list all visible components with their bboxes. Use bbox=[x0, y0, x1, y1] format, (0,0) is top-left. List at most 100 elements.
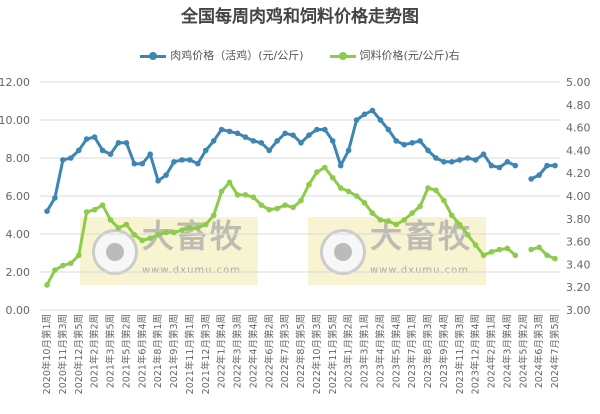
data-point-0 bbox=[504, 159, 511, 165]
y-right-tick-label: 4.60 bbox=[566, 122, 591, 135]
data-point-0 bbox=[107, 151, 114, 157]
y-left-tick-label: 2.00 bbox=[6, 266, 31, 279]
data-point-0 bbox=[115, 140, 122, 146]
data-point-1 bbox=[52, 267, 58, 273]
legend-item-feed[interactable]: 饲料价格(元/公斤)右 bbox=[329, 49, 460, 63]
data-point-1 bbox=[195, 225, 201, 231]
data-point-0 bbox=[210, 138, 217, 144]
y-left-tick-label: 10.00 bbox=[0, 114, 30, 127]
data-point-0 bbox=[298, 140, 304, 146]
data-point-1 bbox=[401, 217, 407, 223]
x-tick-label: 2021年3月第5周 bbox=[105, 314, 117, 388]
legend-label-meat: 肉鸡价格（活鸡）(元/公斤) bbox=[170, 49, 304, 62]
data-point-0 bbox=[464, 155, 471, 161]
data-point-0 bbox=[290, 132, 296, 138]
data-point-0 bbox=[441, 159, 447, 165]
x-tick-label: 2021年8月第1周 bbox=[152, 314, 164, 388]
data-point-1 bbox=[226, 179, 233, 186]
data-point-1 bbox=[147, 235, 153, 241]
data-point-0 bbox=[306, 132, 312, 138]
data-point-0 bbox=[52, 195, 58, 201]
data-point-1 bbox=[409, 210, 415, 216]
data-point-0 bbox=[329, 138, 336, 144]
data-point-1 bbox=[464, 231, 471, 238]
data-point-1 bbox=[441, 197, 447, 204]
data-point-1 bbox=[512, 252, 519, 259]
data-point-1 bbox=[504, 245, 511, 252]
data-point-0 bbox=[218, 126, 225, 133]
data-point-1 bbox=[433, 187, 439, 194]
data-point-0 bbox=[536, 172, 542, 178]
legend-label-feed: 饲料价格(元/公斤)右 bbox=[359, 49, 460, 62]
x-tick-label: 2023年8月第3周 bbox=[422, 314, 434, 388]
data-point-0 bbox=[234, 130, 241, 137]
y-right-tick-label: 4.20 bbox=[566, 167, 591, 180]
x-tick-label: 2022年7月第3周 bbox=[279, 314, 291, 388]
x-tick-label: 2022年11月第5周 bbox=[327, 314, 339, 394]
y-right-tick-label: 3.20 bbox=[566, 281, 591, 294]
data-point-1 bbox=[314, 169, 320, 175]
data-point-1 bbox=[234, 192, 241, 198]
data-point-1 bbox=[139, 237, 146, 244]
data-point-1 bbox=[456, 221, 463, 228]
y-right-tick-label: 3.60 bbox=[566, 236, 591, 249]
legend: 肉鸡价格（活鸡）(元/公斤) 饲料价格(元/公斤)右 bbox=[0, 49, 600, 63]
data-point-1 bbox=[449, 212, 455, 219]
x-tick-label: 2023年11月第3周 bbox=[454, 314, 466, 394]
data-point-1 bbox=[107, 217, 114, 223]
y-left-tick-label: 4.00 bbox=[6, 228, 31, 241]
data-point-1 bbox=[393, 221, 400, 228]
data-point-0 bbox=[202, 147, 209, 154]
data-point-0 bbox=[544, 162, 550, 169]
data-point-0 bbox=[337, 162, 344, 169]
legend-swatch-meat bbox=[140, 51, 167, 60]
data-point-1 bbox=[274, 205, 280, 212]
data-point-0 bbox=[409, 140, 415, 146]
data-point-0 bbox=[242, 134, 249, 140]
data-point-1 bbox=[345, 188, 352, 195]
data-point-1 bbox=[202, 221, 209, 228]
x-tick-label: 2024年3月第4周 bbox=[501, 314, 513, 388]
data-point-0 bbox=[353, 117, 360, 123]
series-line-1 bbox=[45, 166, 556, 286]
data-point-0 bbox=[258, 140, 265, 146]
watermark-logo-icon bbox=[320, 229, 366, 275]
data-point-1 bbox=[385, 218, 392, 224]
x-tick-label: 2020年10月第1周 bbox=[41, 314, 53, 394]
data-point-0 bbox=[552, 162, 558, 169]
x-tick-label: 2021年9月第3周 bbox=[168, 314, 180, 388]
x-tick-label: 2021年11月第1周 bbox=[184, 314, 196, 394]
y-right-tick-label: 3.40 bbox=[566, 258, 591, 271]
chart-title: 全国每周肉鸡和饲料价格走势图 bbox=[181, 7, 419, 27]
data-point-0 bbox=[179, 157, 185, 163]
data-point-0 bbox=[433, 155, 439, 161]
data-point-0 bbox=[472, 157, 479, 163]
data-point-0 bbox=[44, 208, 50, 214]
data-point-0 bbox=[147, 151, 153, 157]
data-point-1 bbox=[282, 202, 288, 208]
x-tick-label: 2024年5月第2周 bbox=[517, 314, 529, 388]
data-point-1 bbox=[115, 225, 122, 231]
data-point-0 bbox=[385, 126, 392, 133]
x-tick-label: 2020年12月第5周 bbox=[73, 314, 85, 394]
data-point-1 bbox=[361, 200, 368, 206]
data-point-0 bbox=[314, 126, 320, 133]
data-point-1 bbox=[496, 246, 503, 253]
data-point-1 bbox=[425, 185, 431, 191]
x-tick-label: 2023年7月第1周 bbox=[406, 314, 418, 388]
data-point-0 bbox=[83, 136, 90, 142]
watermark-url: www.dxumu.com bbox=[142, 265, 242, 276]
y-right-tick-label: 5.00 bbox=[566, 76, 591, 89]
x-tick-label: 2023年1月第2周 bbox=[343, 314, 355, 388]
y-right-tick-label: 4.40 bbox=[566, 144, 591, 157]
data-point-0 bbox=[99, 147, 106, 154]
data-point-0 bbox=[75, 147, 82, 154]
y-right-tick-label: 4.00 bbox=[566, 190, 591, 203]
x-tick-label: 2022年3月第3周 bbox=[232, 314, 244, 388]
data-point-0 bbox=[449, 159, 455, 165]
legend-item-meat[interactable]: 肉鸡价格（活鸡）(元/公斤) bbox=[140, 49, 304, 63]
data-point-1 bbox=[123, 221, 130, 228]
data-point-0 bbox=[226, 128, 233, 135]
y-left-tick-label: 6.00 bbox=[6, 190, 31, 203]
y-left-tick-label: 12.00 bbox=[0, 76, 30, 89]
